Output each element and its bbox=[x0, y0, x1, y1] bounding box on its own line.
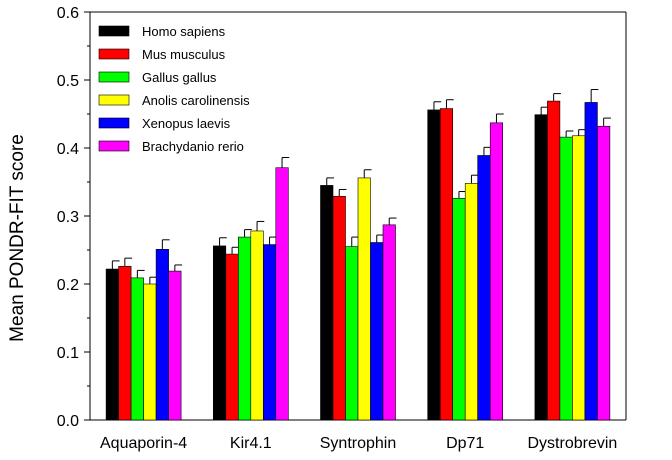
bars bbox=[105, 89, 611, 421]
bar-mus-musculus-syntrophin bbox=[332, 195, 346, 421]
axes: 0.0 0.1 0.2 0.3 0.4 0.5 0.6 Aquaporin-4 Kir4.1 Sy… bbox=[57, 5, 627, 452]
bar-xenopus-laevis-aquaporin-4 bbox=[155, 249, 169, 421]
legend-swatch-anolis-carolinensis bbox=[98, 94, 130, 106]
bar-brachydanio-rerio-dp71 bbox=[489, 122, 504, 421]
x-tick-label: Kir4.1 bbox=[230, 435, 272, 452]
y-tick-label: 0.1 bbox=[57, 345, 79, 362]
bar-xenopus-laevis-syntrophin bbox=[370, 242, 384, 421]
y-tick-label: 0.6 bbox=[57, 5, 79, 22]
legend-swatch-mus-musculus bbox=[98, 48, 130, 60]
bar-mus-musculus-kir4-1 bbox=[225, 253, 239, 421]
bar-brachydanio-rerio-kir4-1 bbox=[275, 167, 289, 421]
legend-label: Brachydanio rerio bbox=[142, 139, 244, 154]
bar-xenopus-laevis-dp71 bbox=[477, 155, 491, 421]
bar-gallus-gallus-dp71 bbox=[452, 198, 466, 421]
legend-swatch-homo-sapiens bbox=[98, 25, 130, 37]
y-tick-label: 0.4 bbox=[57, 141, 79, 158]
bar-homo-sapiens-dystrobrevin bbox=[534, 114, 548, 421]
y-axis-label: Mean PONDR-FIT score bbox=[7, 134, 28, 342]
bar-homo-sapiens-aquaporin-4 bbox=[105, 268, 119, 421]
bar-anolis-carolinensis-syntrophin bbox=[357, 177, 371, 421]
legend-swatch-xenopus-laevis bbox=[98, 117, 130, 129]
bar-gallus-gallus-kir4-1 bbox=[238, 236, 252, 421]
bar-anolis-carolinensis-dystrobrevin bbox=[572, 135, 586, 421]
bar-brachydanio-rerio-dystrobrevin bbox=[597, 125, 611, 421]
legend-label: Anolis carolinensis bbox=[142, 93, 250, 108]
bar-mus-musculus-dystrobrevin bbox=[547, 100, 561, 421]
bar-homo-sapiens-syntrophin bbox=[320, 185, 334, 421]
legend-label: Mus musculus bbox=[142, 47, 226, 62]
y-tick-label: 0.0 bbox=[57, 413, 79, 430]
legend: Homo sapiens Mus musculus Gallus gallus Ano… bbox=[98, 24, 250, 154]
bar-homo-sapiens-kir4-1 bbox=[213, 245, 227, 421]
y-tick-label: 0.2 bbox=[57, 277, 79, 294]
bar-mus-musculus-aquaporin-4 bbox=[118, 266, 132, 421]
bar-anolis-carolinensis-dp71 bbox=[464, 183, 479, 421]
legend-label: Xenopus laevis bbox=[142, 116, 231, 131]
bar-mus-musculus-dp71 bbox=[439, 108, 454, 421]
x-tick-label: Dystrobrevin bbox=[527, 435, 617, 452]
legend-swatch-brachydanio-rerio bbox=[98, 140, 130, 152]
y-tick-label: 0.5 bbox=[57, 73, 79, 90]
bar-gallus-gallus-aquaporin-4 bbox=[130, 277, 144, 421]
bar-gallus-gallus-dystrobrevin bbox=[559, 136, 573, 421]
x-tick-label: Syntrophin bbox=[320, 435, 397, 452]
bar-gallus-gallus-syntrophin bbox=[345, 246, 359, 421]
bar-xenopus-laevis-kir4-1 bbox=[262, 244, 277, 421]
x-tick-label: Dp71 bbox=[446, 435, 484, 452]
bar-homo-sapiens-dp71 bbox=[427, 109, 441, 421]
legend-label: Homo sapiens bbox=[142, 24, 226, 39]
bar-brachydanio-rerio-syntrophin bbox=[382, 224, 396, 421]
bar-anolis-carolinensis-kir4-1 bbox=[250, 230, 264, 421]
x-tick-label: Aquaporin-4 bbox=[100, 435, 187, 452]
legend-swatch-gallus-gallus bbox=[98, 71, 130, 83]
bar-xenopus-laevis-dystrobrevin bbox=[584, 102, 598, 421]
y-tick-label: 0.3 bbox=[57, 209, 79, 226]
legend-label: Gallus gallus bbox=[142, 70, 217, 85]
bar-anolis-carolinensis-aquaporin-4 bbox=[143, 283, 157, 421]
bar-brachydanio-rerio-aquaporin-4 bbox=[168, 270, 182, 421]
